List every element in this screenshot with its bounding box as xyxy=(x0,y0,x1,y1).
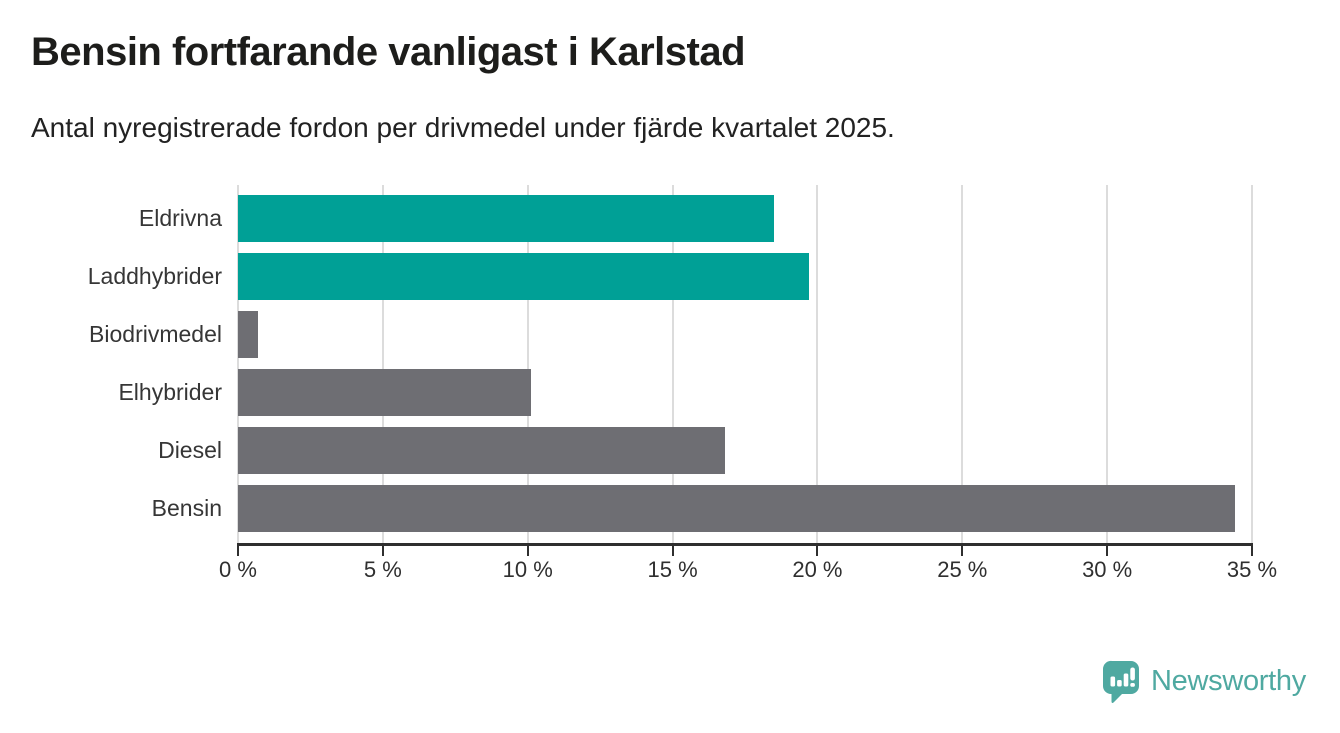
x-axis-tick xyxy=(1106,543,1109,556)
category-label: Eldrivna xyxy=(138,205,222,231)
newsworthy-logo: Newsworthy xyxy=(1101,659,1306,704)
x-axis-tick-label: 20 % xyxy=(792,557,843,582)
gridline xyxy=(1251,185,1253,543)
category-label: Biodrivmedel xyxy=(89,321,222,347)
bar-laddhybrider xyxy=(238,253,809,300)
x-axis-tick xyxy=(816,543,819,556)
x-axis-line xyxy=(237,543,1253,546)
category-label: Bensin xyxy=(151,495,222,521)
category-label: Laddhybrider xyxy=(87,263,222,289)
category-label: Elhybrider xyxy=(118,379,222,405)
bar-diesel xyxy=(238,427,725,474)
chart-subtitle: Antal nyregistrerade fordon per drivmede… xyxy=(31,112,895,143)
x-axis-tick-label: 0 % xyxy=(219,557,257,582)
gridline xyxy=(1106,185,1109,543)
x-axis-tick xyxy=(237,543,239,556)
newsworthy-logo-icon xyxy=(1102,660,1139,704)
x-axis-tick xyxy=(526,543,529,556)
bar-biodrivmedel xyxy=(238,311,259,358)
gridline xyxy=(671,185,674,543)
x-axis-tick xyxy=(381,543,384,556)
x-axis-tick-label: 30 % xyxy=(1082,557,1133,582)
gridline xyxy=(526,185,529,543)
bar-eldrivna xyxy=(238,195,774,242)
bar-elhybrider xyxy=(238,369,531,416)
bar-bensin xyxy=(238,485,1235,532)
gridline xyxy=(381,185,384,543)
chart-title: Bensin fortfarande vanligast i Karlstad xyxy=(31,30,746,74)
x-axis-tick xyxy=(961,543,964,556)
x-axis-tick-label: 5 % xyxy=(363,557,402,582)
x-axis-tick-label: 25 % xyxy=(937,557,988,582)
newsworthy-logo-text: Newsworthy xyxy=(1151,665,1306,697)
gridline xyxy=(961,185,964,543)
x-axis-tick-label: 15 % xyxy=(647,557,698,582)
x-axis-tick xyxy=(671,543,674,556)
x-axis-tick-label: 35 % xyxy=(1226,557,1278,582)
plot-area: Eldrivna Laddhybrider Biodrivmedel Elhybrid… xyxy=(88,185,1277,582)
gridline xyxy=(237,185,239,543)
x-axis-tick-label: 10 % xyxy=(502,557,553,582)
x-axis-tick xyxy=(1251,543,1253,556)
category-label: Diesel xyxy=(158,437,222,463)
gridline xyxy=(816,185,819,543)
